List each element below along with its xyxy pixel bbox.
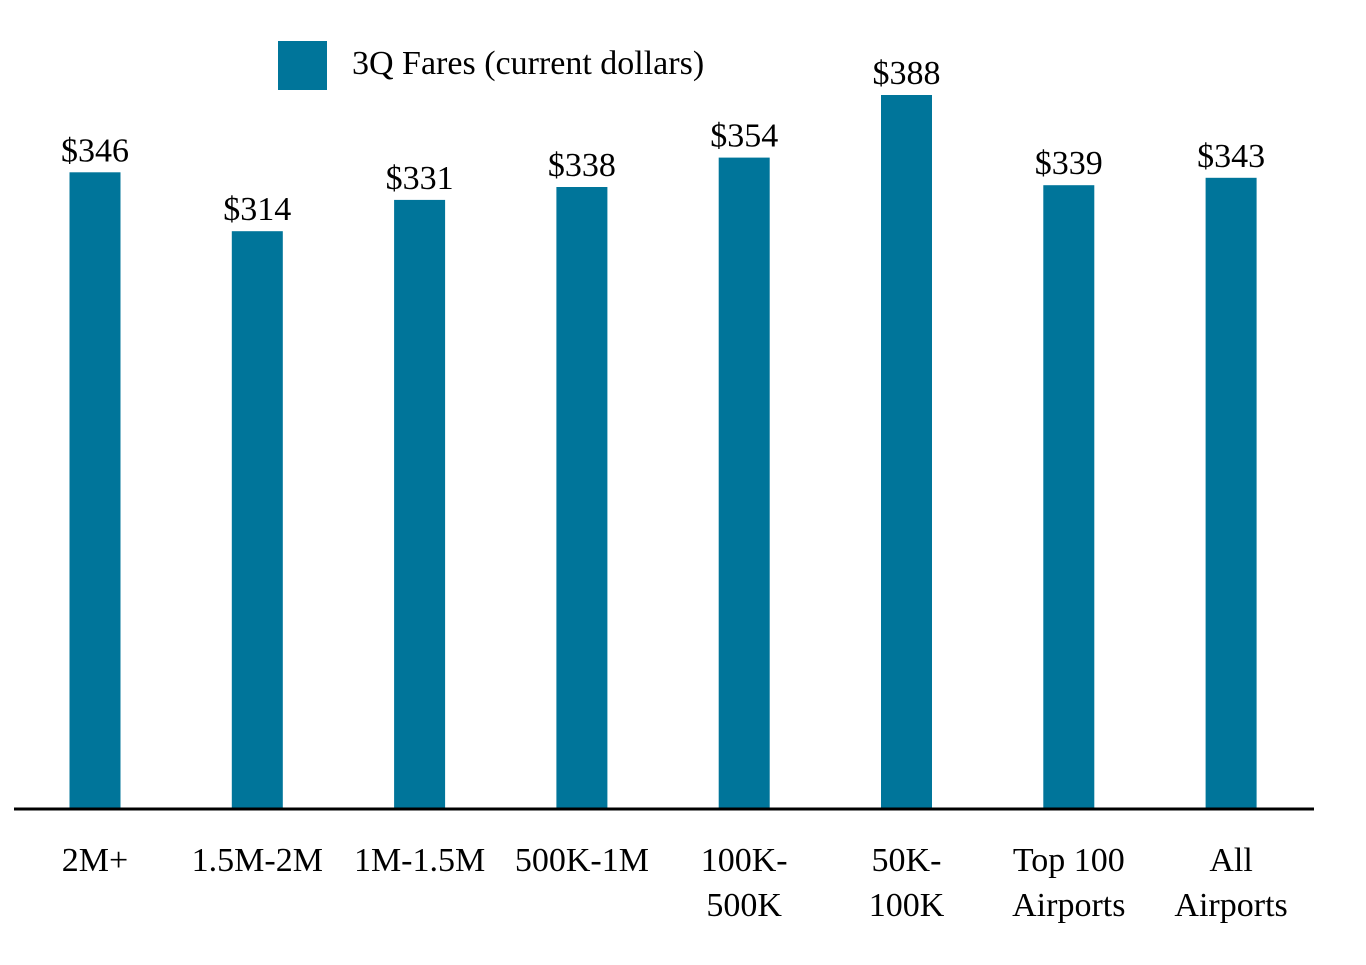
x-tick-label-4: 100K- 500K (701, 842, 788, 924)
bars-group (69, 95, 1257, 810)
x-tick-label-line: Airports (1012, 887, 1125, 924)
x-tick-label-6: Top 100 Airports (1012, 842, 1125, 924)
x-tick-label-7: All Airports (1174, 842, 1287, 924)
x-tick-label-5: 50K- 100K (869, 842, 945, 924)
x-tick-label-line: 1.5M-2M (192, 842, 323, 879)
x-tick-label-0: 2M+ (62, 842, 128, 879)
bar-4 (718, 157, 770, 810)
x-tick-label-line: 100K- (701, 842, 788, 879)
x-tick-label-line: 100K (869, 887, 945, 924)
bar-6 (1043, 185, 1095, 809)
bar-0 (69, 172, 121, 810)
data-label-7: $343 (1197, 138, 1265, 175)
data-label-0: $346 (61, 132, 129, 169)
x-tick-label-3: 500K-1M (515, 842, 649, 879)
bar-7 (1205, 177, 1257, 810)
data-label-2: $331 (386, 160, 454, 197)
value-labels-group: $346 $314 $331 $338 $354 $388 $339 $343 (61, 55, 1265, 228)
x-tick-label-line: 500K (706, 887, 782, 924)
bar-1 (231, 231, 283, 809)
bar-2 (394, 199, 446, 809)
data-label-4: $354 (710, 118, 778, 155)
data-label-3: $338 (548, 147, 616, 184)
legend-swatch (278, 41, 327, 90)
data-label-6: $339 (1035, 145, 1103, 182)
x-tick-label-line: 2M+ (62, 842, 128, 879)
x-tick-label-line: All (1209, 842, 1252, 879)
x-tick-label-line: 500K-1M (515, 842, 649, 879)
x-tick-label-line: Airports (1174, 887, 1287, 924)
legend-label: 3Q Fares (current dollars) (352, 45, 704, 82)
x-tick-label-line: Top 100 (1013, 842, 1125, 879)
x-tick-label-line: 50K- (872, 842, 942, 879)
bar-5 (881, 95, 932, 809)
x-tick-label-2: 1M-1.5M (354, 842, 485, 879)
data-label-5: $388 (873, 55, 941, 92)
chart-legend: 3Q Fares (current dollars) (278, 41, 704, 90)
x-tick-label-1: 1.5M-2M (192, 842, 323, 879)
x-tick-label-line: 1M-1.5M (354, 842, 485, 879)
x-axis-tick-labels: 2M+ 1.5M-2M 1M-1.5M 500K-1M 100K- 500K 50K- 100… (62, 842, 1288, 924)
bar-3 (556, 187, 608, 809)
data-label-1: $314 (223, 191, 291, 228)
